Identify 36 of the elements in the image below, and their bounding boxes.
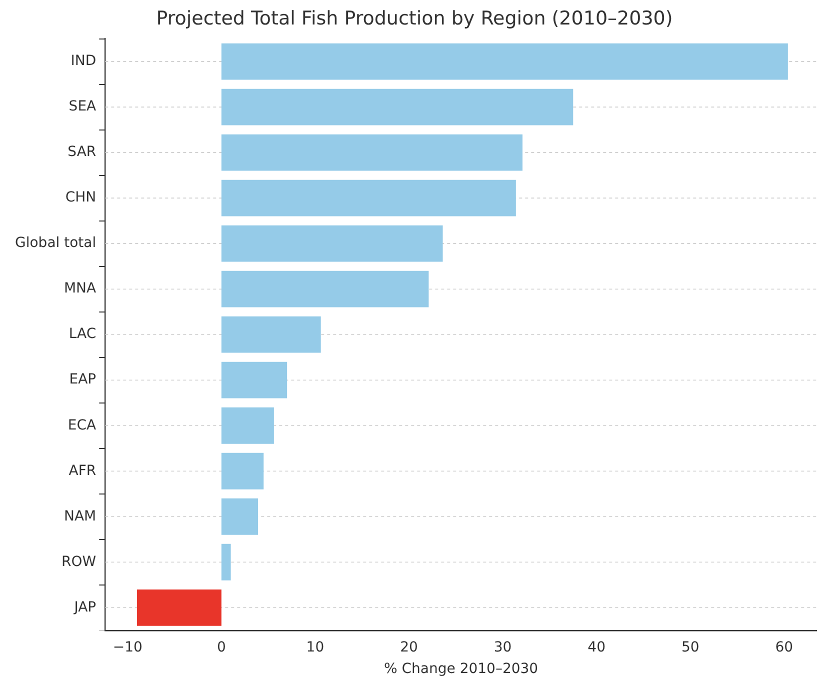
y-tick-label: LAC (68, 326, 96, 342)
x-tick-label: −10 (112, 639, 142, 656)
x-tick-label: 50 (681, 639, 700, 656)
y-tick-label: Global total (14, 235, 96, 252)
y-tick-label: SEA (68, 98, 97, 115)
y-tick-label: MNA (64, 280, 97, 297)
y-tick-label: JAP (73, 599, 96, 616)
x-tick-label: 20 (400, 639, 418, 656)
bar (221, 362, 288, 398)
bar (221, 225, 443, 262)
y-tick-label: NAM (64, 508, 96, 524)
y-tick-label: CHN (65, 190, 96, 206)
x-tick-label: 0 (216, 639, 226, 656)
x-tick-label: 40 (588, 639, 606, 656)
bar (221, 407, 274, 444)
bar (221, 180, 516, 216)
bar (221, 452, 264, 490)
y-tick-label: ROW (62, 554, 96, 570)
bar (221, 134, 522, 171)
bar (221, 270, 429, 308)
bar (221, 43, 788, 80)
bar (221, 544, 231, 580)
y-tick-label: SAR (68, 144, 96, 160)
y-tick-label: ECA (68, 417, 97, 434)
x-axis-title: % Change 2010–2030 (384, 661, 538, 678)
y-tick-label: EAP (69, 372, 96, 388)
chart-title: Projected Total Fish Production by Region (2010–2030) (156, 7, 673, 30)
y-tick-label: AFR (68, 462, 96, 479)
bar (221, 316, 321, 353)
x-tick-label: 10 (306, 639, 324, 656)
bar (221, 88, 574, 126)
bar (221, 498, 258, 535)
x-tick-label: 30 (494, 639, 512, 656)
bar (137, 589, 222, 626)
y-tick-label: IND (70, 53, 96, 70)
x-tick-label: 60 (775, 639, 794, 656)
